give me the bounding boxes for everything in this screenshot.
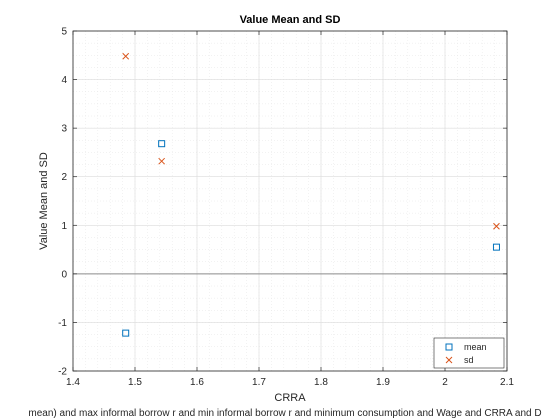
minor-grid xyxy=(72,30,508,372)
legend[interactable]: mean sd xyxy=(433,337,505,369)
marker-stroke xyxy=(158,157,166,165)
axes-box xyxy=(72,30,508,372)
x-tick-label: 1.6 xyxy=(190,377,204,388)
y-tick-label: 0 xyxy=(61,269,67,280)
legend-marker-mean xyxy=(445,343,453,351)
y-tick-label: 2 xyxy=(61,172,67,183)
data-point-sd xyxy=(158,157,166,165)
y-tick-label: -2 xyxy=(58,367,67,378)
chart-title: Value Mean and SD xyxy=(240,14,341,26)
x-tick-label: 1.8 xyxy=(314,377,328,388)
x-tick-label: 1.4 xyxy=(66,377,80,388)
data-point-mean xyxy=(492,243,500,251)
data-series xyxy=(122,52,500,337)
y-axis-ticks: -2 -1 0 1 2 3 4 5 xyxy=(58,27,507,378)
data-point-sd xyxy=(493,222,500,230)
y-tick-label: 5 xyxy=(61,27,67,38)
data-point-mean xyxy=(158,140,166,148)
figure-caption: mean) and max informal borrow r and min … xyxy=(28,408,541,419)
legend-box xyxy=(433,337,505,369)
legend-label-sd: sd xyxy=(464,355,474,365)
marker-stroke xyxy=(122,52,130,60)
x-tick-label: 2 xyxy=(442,377,448,388)
data-point-sd xyxy=(122,52,130,60)
data-point-mean xyxy=(122,329,130,337)
marker-stroke xyxy=(445,356,453,364)
y-tick-label: 3 xyxy=(61,124,67,135)
legend-label-mean: mean xyxy=(464,342,487,352)
x-axis-label: CRRA xyxy=(274,392,306,404)
legend-items: mean sd xyxy=(445,342,487,365)
x-tick-label: 1.7 xyxy=(252,377,266,388)
y-tick-label: -1 xyxy=(58,318,67,329)
marker-stroke xyxy=(493,222,500,230)
legend-marker-sd xyxy=(445,356,453,364)
series-mean xyxy=(122,140,500,337)
series-sd xyxy=(122,52,500,230)
x-axis-ticks: 1.4 1.5 1.6 1.7 1.8 1.9 2 2.1 xyxy=(66,31,514,388)
x-tick-label: 2.1 xyxy=(500,377,514,388)
x-tick-label: 1.9 xyxy=(376,377,390,388)
x-tick-label: 1.5 xyxy=(128,377,142,388)
y-axis-label: Value Mean and SD xyxy=(38,152,50,250)
y-tick-label: 4 xyxy=(61,75,67,86)
y-tick-label: 1 xyxy=(61,221,67,232)
